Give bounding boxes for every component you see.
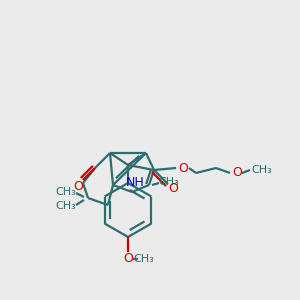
Text: CH₃: CH₃: [56, 201, 76, 211]
Text: CH₃: CH₃: [56, 187, 76, 197]
Text: O: O: [73, 179, 83, 193]
Text: O: O: [123, 253, 133, 266]
Text: O: O: [232, 167, 242, 179]
Text: O: O: [178, 161, 188, 175]
Text: CH₃: CH₃: [252, 165, 272, 175]
Text: O: O: [168, 182, 178, 196]
Text: NH: NH: [126, 176, 144, 188]
Text: CH₃: CH₃: [134, 254, 154, 264]
Text: CH₃: CH₃: [159, 177, 179, 187]
